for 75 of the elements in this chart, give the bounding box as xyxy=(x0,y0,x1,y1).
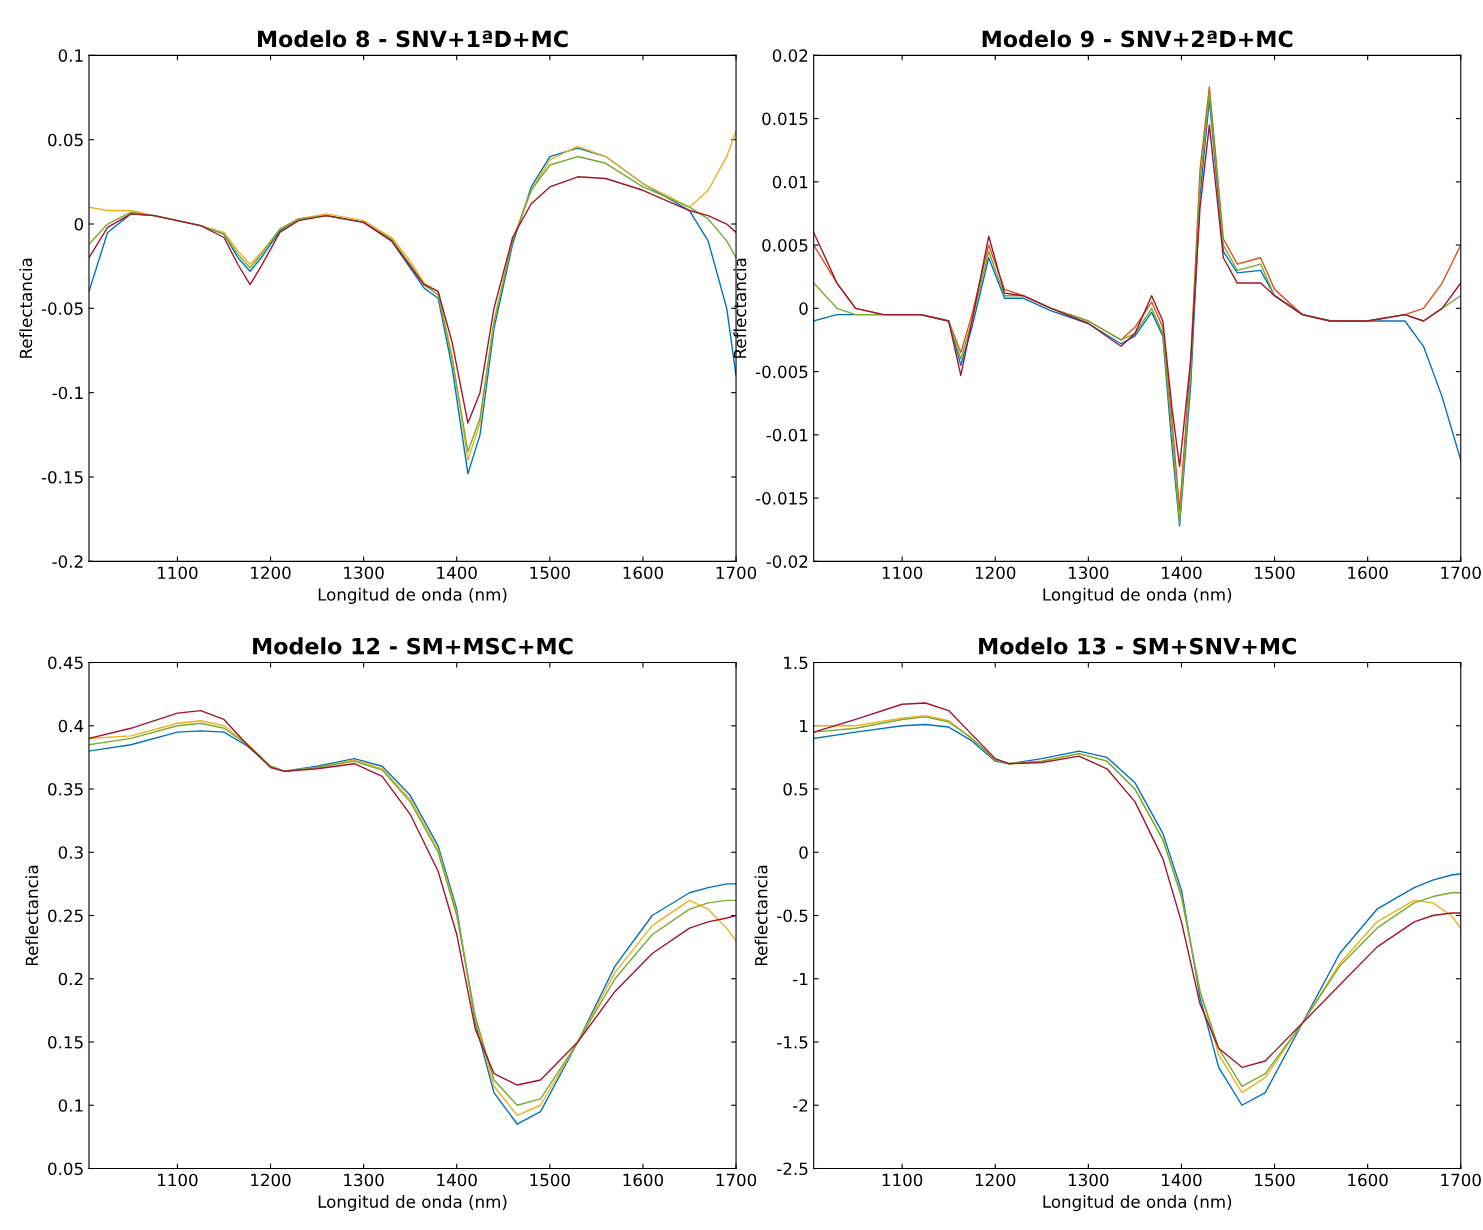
chart-title: Modelo 8 - SNV+1ªD+MC xyxy=(258,30,568,48)
x-axis-title: Longitud de onda (nm) xyxy=(318,1195,507,1212)
x-axis-title: Longitud de onda (nm) xyxy=(318,587,507,604)
y-tick-label: 1 xyxy=(800,719,808,733)
y-tick-label: 1.5 xyxy=(784,656,808,670)
y-tick-label: -0.15 xyxy=(41,470,83,484)
x-tick-label: 1700 xyxy=(1441,566,1481,580)
x-tick-label: 1200 xyxy=(251,566,291,580)
y-tick-label: 0.35 xyxy=(48,782,83,796)
y-tick-label: -0.01 xyxy=(766,428,808,442)
y-tick-label: 0.2 xyxy=(58,972,83,986)
x-tick-label: 1500 xyxy=(1255,1173,1295,1187)
x-tick-label: 1400 xyxy=(437,1173,477,1187)
x-tick-label: 1200 xyxy=(975,1173,1016,1187)
x-axis-title: Longitud de onda (nm) xyxy=(1043,1195,1232,1212)
y-tick-label: -0.015 xyxy=(755,492,808,505)
x-tick-label: 1100 xyxy=(158,566,198,580)
x-tick-label: 1600 xyxy=(1348,1173,1388,1187)
y-tick-label: -0.02 xyxy=(766,555,808,568)
y-tick-label: 0.3 xyxy=(58,846,83,859)
y-tick-label: 0 xyxy=(799,846,808,859)
y-tick-label: 0.25 xyxy=(48,909,83,923)
y-tick-label: 0.015 xyxy=(762,112,808,126)
y-tick-label: 0.5 xyxy=(783,782,808,796)
y-tick-label: 0.05 xyxy=(48,133,83,147)
y-axis-title: Reflectancia xyxy=(733,258,747,358)
x-tick-label: 1300 xyxy=(1068,1173,1109,1187)
chart-title: Modelo 13 - SM+SNV+MC xyxy=(979,637,1296,655)
x-tick-label: 1200 xyxy=(975,566,1016,580)
x-tick-label: 1500 xyxy=(530,1173,570,1187)
y-tick-label: 0.15 xyxy=(48,1035,83,1049)
chart-title: Modelo 12 - SM+MSC+MC xyxy=(253,637,573,655)
x-tick-label: 1300 xyxy=(344,1173,384,1187)
y-tick-label: 0.05 xyxy=(48,1162,83,1176)
y-tick-label: -2 xyxy=(793,1099,808,1112)
x-tick-label: 1600 xyxy=(1348,566,1388,580)
y-tick-label: -0.1 xyxy=(52,386,83,400)
y-tick-label: 0.005 xyxy=(762,239,808,252)
x-tick-label: 1300 xyxy=(344,566,384,580)
y-tick-label: 0 xyxy=(799,302,808,315)
y-tick-label: 0.1 xyxy=(58,1099,83,1112)
x-tick-label: 1700 xyxy=(716,566,757,580)
x-tick-label: 1600 xyxy=(623,1173,664,1187)
line-series xyxy=(813,124,1461,468)
y-tick-label: -0.5 xyxy=(777,909,808,923)
y-tick-label: 0.45 xyxy=(48,656,83,670)
x-tick-label: 1500 xyxy=(1255,566,1295,580)
x-tick-label: 1400 xyxy=(1162,566,1202,580)
y-axis-title: Reflectancia xyxy=(754,865,768,966)
y-tick-label: -1.5 xyxy=(777,1036,808,1049)
y-tick-label: 0 xyxy=(74,217,84,231)
x-tick-label: 1200 xyxy=(251,1173,291,1187)
y-tick-label: -0.05 xyxy=(41,302,83,315)
y-tick-label: 0.4 xyxy=(58,719,84,733)
x-axis-title: Longitud de onda (nm) xyxy=(1043,587,1232,604)
x-tick-label: 1100 xyxy=(158,1173,198,1187)
x-tick-label: 1500 xyxy=(530,566,570,580)
y-tick-label: -2.5 xyxy=(777,1162,808,1176)
y-tick-label: 0.01 xyxy=(772,175,808,189)
x-tick-label: 1100 xyxy=(882,566,923,580)
x-tick-label: 1300 xyxy=(1068,566,1109,580)
y-tick-label: -0.2 xyxy=(52,555,83,568)
y-axis-title: Reflectancia xyxy=(19,258,33,358)
y-tick-label: 0.02 xyxy=(772,49,808,62)
y-axis-title: Reflectancia xyxy=(25,865,39,966)
x-tick-label: 1400 xyxy=(437,566,477,580)
x-tick-label: 1600 xyxy=(623,566,664,580)
y-tick-label: 0.1 xyxy=(58,49,83,62)
y-tick-label: -0.005 xyxy=(755,365,808,379)
x-tick-label: 1100 xyxy=(882,1173,923,1187)
chart-title: Modelo 9 - SNV+2ªD+MC xyxy=(982,30,1293,48)
x-tick-label: 1400 xyxy=(1162,1173,1202,1187)
y-tick-label: -1 xyxy=(793,972,808,986)
x-tick-label: 1700 xyxy=(1441,1173,1481,1187)
x-tick-label: 1700 xyxy=(716,1173,757,1187)
